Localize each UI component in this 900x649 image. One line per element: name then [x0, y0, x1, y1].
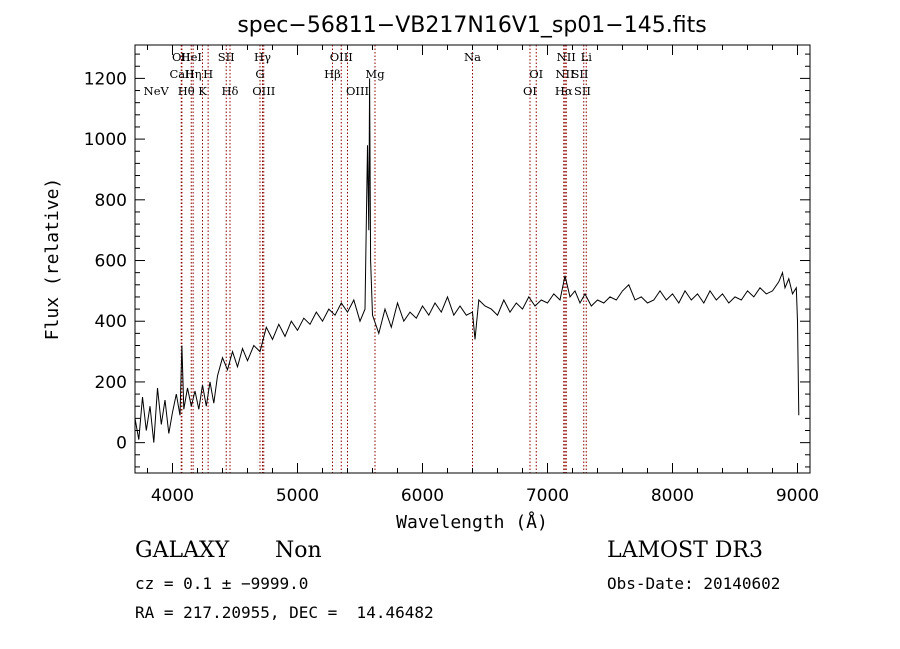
line-label-17: Na: [464, 50, 481, 64]
line-label-16: Mg: [365, 67, 385, 81]
x-tick-label-1: 5000: [276, 486, 319, 506]
line-label-6: K: [198, 84, 207, 98]
y-axis-label: Flux (relative): [42, 178, 63, 341]
y-tick-label-6: 1200: [84, 69, 127, 89]
line-label-7: H: [203, 67, 213, 81]
axis-ticks: 4000 5000 6000 7000 8000 9000 0 200 400 600 800 100…: [84, 45, 819, 506]
line-label-1: OII: [172, 50, 191, 64]
x-tick-label-5: 9000: [776, 486, 819, 506]
y-tick-label-5: 1000: [84, 130, 127, 150]
line-label-2: CaII: [170, 67, 195, 81]
survey-name: LAMOST DR3: [607, 538, 763, 563]
x-tick-label-0: 4000: [151, 486, 194, 506]
line-label-25: SII: [574, 84, 591, 98]
y-tick-label-3: 600: [95, 252, 127, 272]
line-label-15: OIII: [346, 84, 369, 98]
spectrum-line: [134, 78, 800, 443]
line-label-20: NII: [557, 50, 576, 64]
line-label-0: NeV: [144, 84, 170, 98]
line-label-24: SII: [572, 67, 589, 81]
line-label-8: SII: [218, 50, 235, 64]
observation-date: Obs-Date: 20140602: [607, 574, 781, 593]
line-label-22: Hα: [555, 84, 573, 98]
x-axis-label: Wavelength (Å): [396, 511, 548, 533]
y-tick-label-1: 200: [95, 373, 127, 393]
emission-line-labels: NeV OII CaII Hθ HeI Hη KH SII Hδ Hγ G OIII OIII Hβ OII…: [144, 50, 593, 98]
line-label-9: Hδ: [222, 84, 239, 98]
line-label-14: Hβ: [324, 67, 341, 81]
line-label-11: G: [255, 67, 264, 81]
emission-line-markers: [180, 45, 587, 473]
line-label-13: OIII: [330, 50, 353, 64]
line-label-23: Li: [581, 50, 593, 64]
x-tick-label-4: 8000: [651, 486, 694, 506]
redshift-readout: cz = 0.1 ± −9999.0: [135, 574, 309, 593]
x-tick-label-3: 7000: [526, 486, 569, 506]
coordinates-readout: RA = 217.20955, DEC = 14.46482: [135, 603, 434, 622]
x-tick-label-2: 6000: [401, 486, 444, 506]
object-subclass: Non: [275, 538, 322, 563]
line-label-19: OI: [523, 84, 537, 98]
line-label-12: OIII: [252, 84, 275, 98]
line-label-5: Hη: [185, 67, 202, 81]
chart-title: spec−56811−VB217N16V1_sp01−145.fits: [237, 13, 706, 38]
line-label-10: Hγ: [254, 50, 271, 64]
y-tick-label-4: 800: [95, 191, 127, 211]
y-tick-label-2: 400: [95, 312, 127, 332]
line-label-21: NII: [555, 67, 574, 81]
line-label-18: OI: [529, 67, 543, 81]
y-tick-label-0: 0: [116, 434, 127, 454]
line-label-3: Hθ: [178, 84, 195, 98]
line-label-4: HeI: [181, 50, 202, 64]
object-class: GALAXY: [135, 538, 230, 563]
